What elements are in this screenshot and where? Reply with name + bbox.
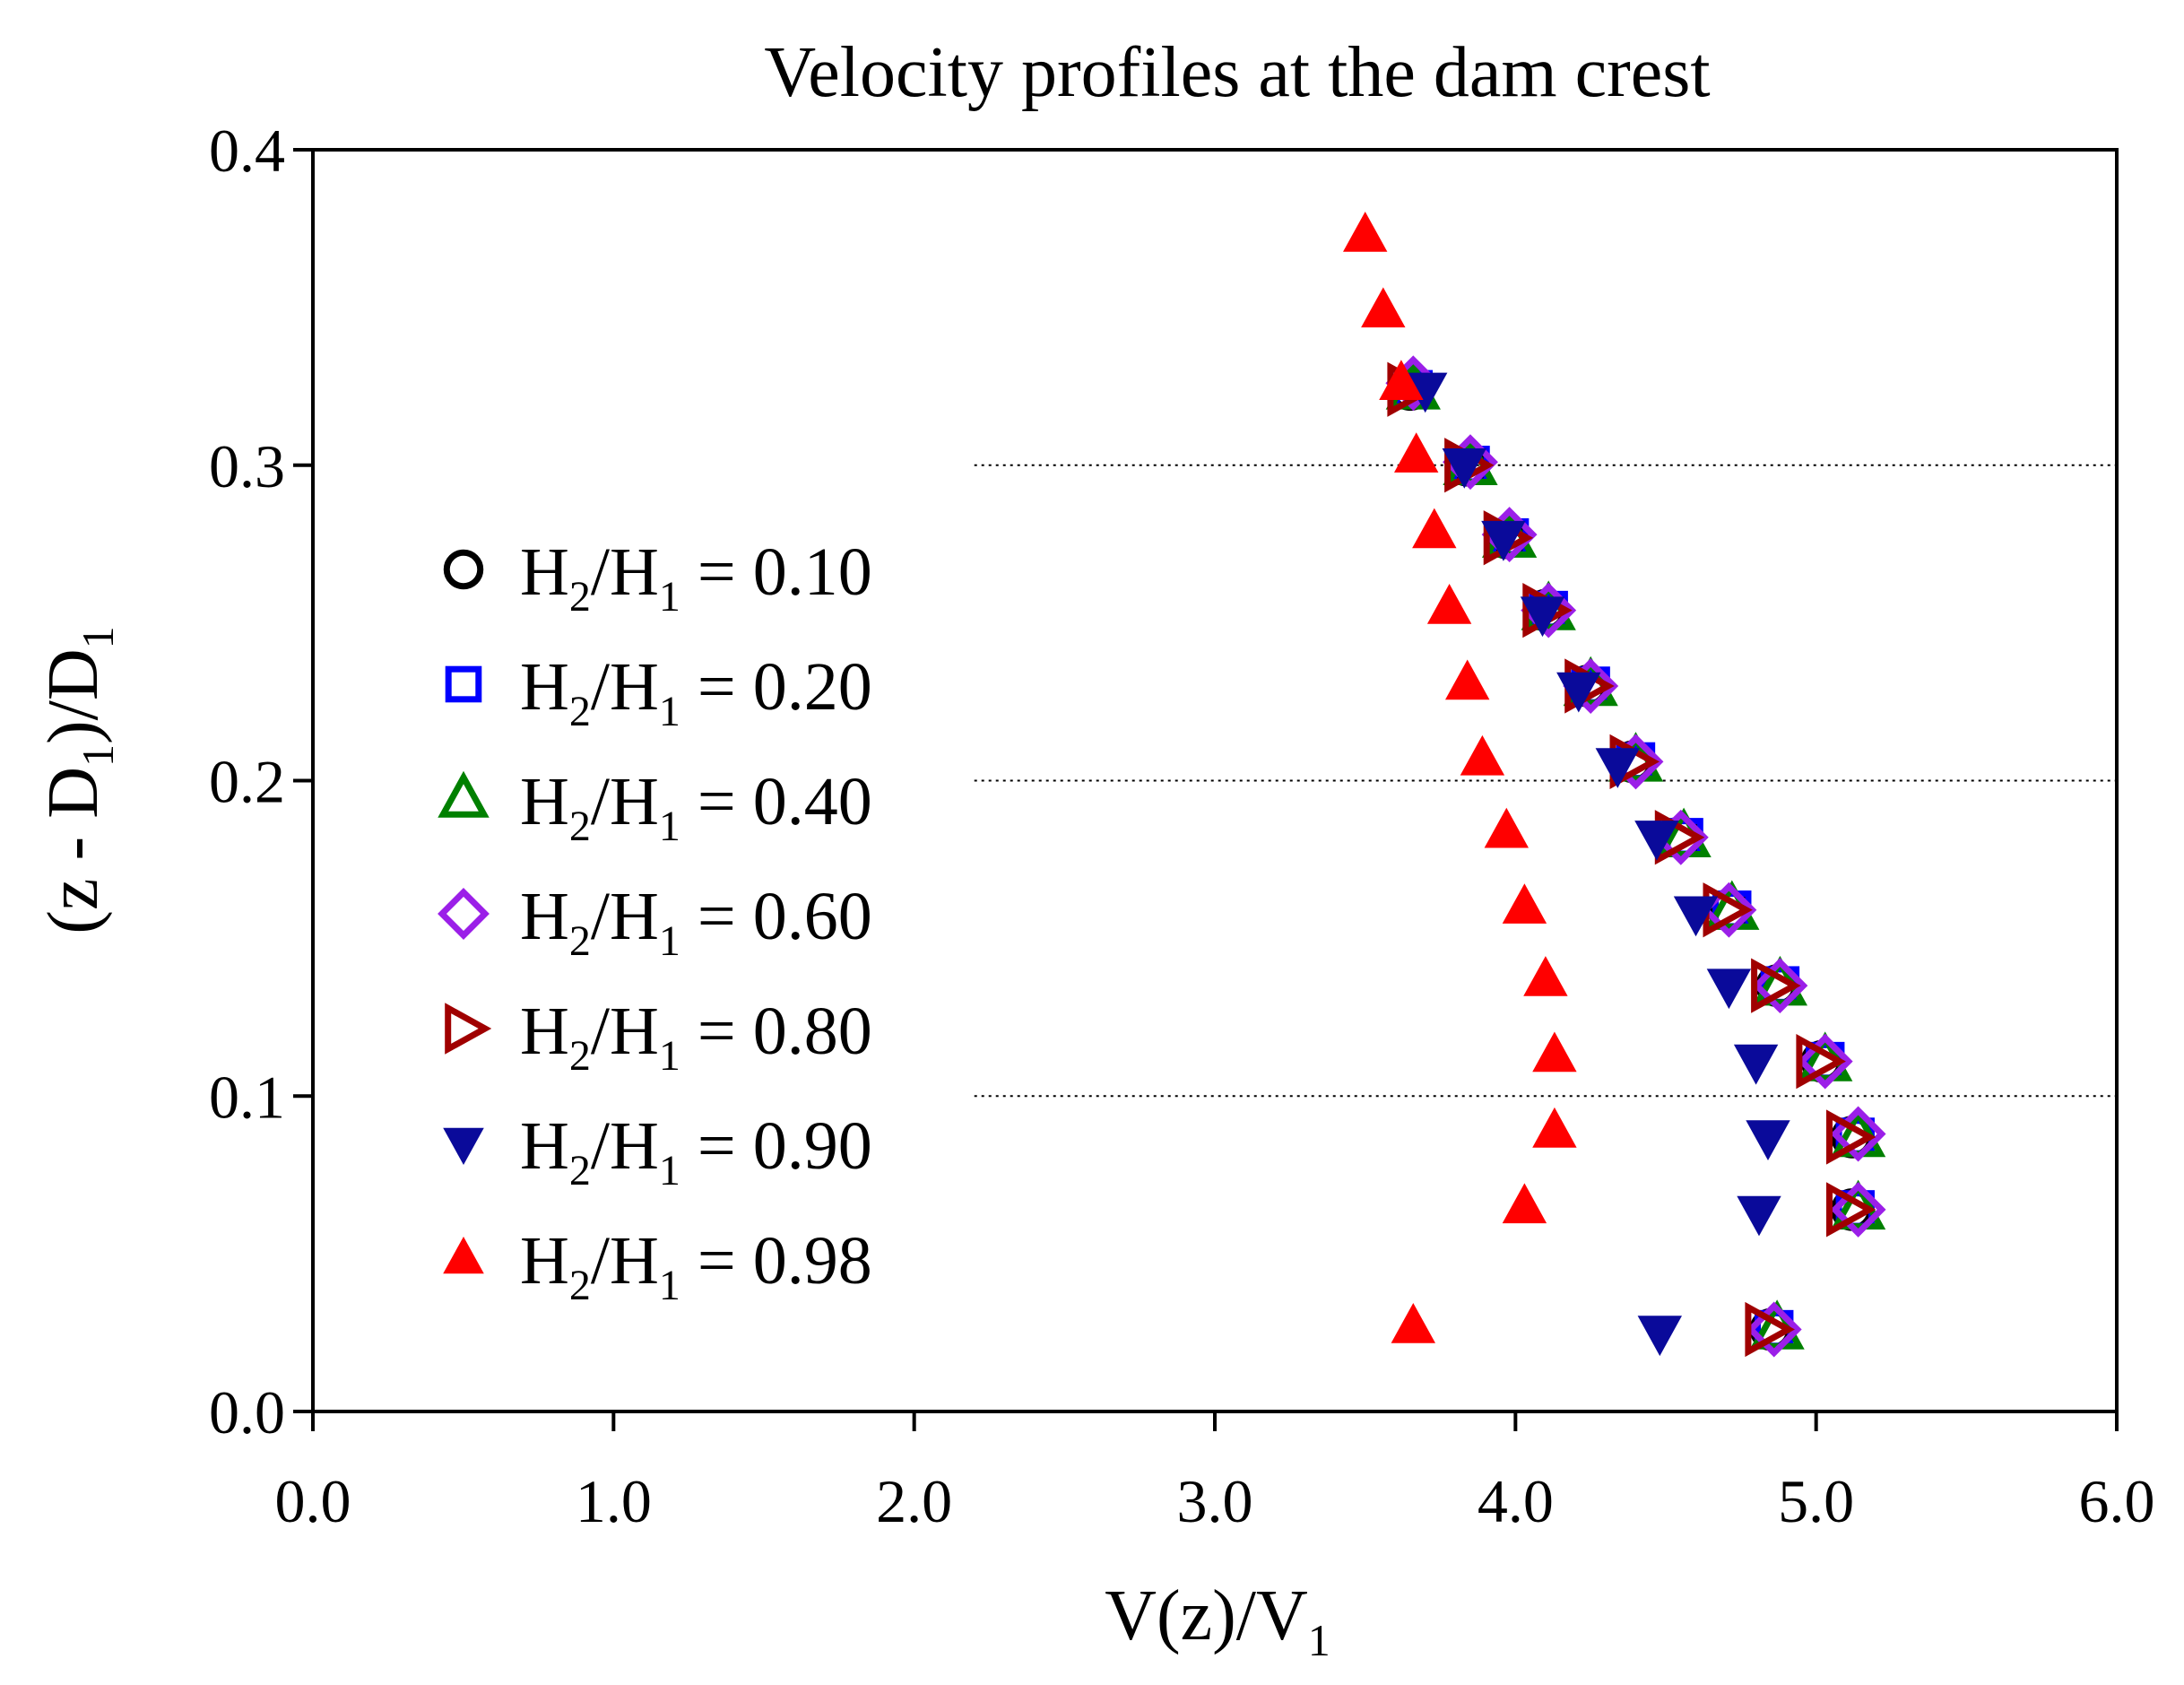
legend-item-0.10: H2/H1 = 0.10: [443, 534, 872, 621]
y-axis-label-part2: )/D: [34, 648, 113, 744]
x-tick-label: 5.0: [1778, 1467, 1854, 1535]
legend-marker: [443, 549, 484, 590]
legend-marker: [438, 770, 490, 818]
legend-label: H2/H1 = 0.10: [520, 534, 872, 621]
x-axis-label-subscript: 1: [1308, 1615, 1330, 1665]
chart-title: Velocity profiles at the dam crest: [764, 33, 1710, 112]
x-tick-label: 3.0: [1177, 1467, 1253, 1535]
data-point: [1830, 1181, 1886, 1238]
data-point: [1752, 958, 1808, 1014]
legend-label: H2/H1 = 0.40: [520, 764, 872, 850]
data-point: [1737, 1195, 1781, 1237]
legend-item-0.60: H2/H1 = 0.60: [438, 879, 872, 965]
data-point: [1484, 807, 1529, 848]
data-point: [1706, 968, 1752, 1010]
legend-item-0.90: H2/H1 = 0.90: [443, 1108, 872, 1194]
data-point: [1481, 520, 1526, 561]
data-point: [1412, 508, 1457, 549]
data-point: [1637, 1316, 1682, 1357]
data-point: [1460, 734, 1505, 776]
x-tick-label: 2.0: [876, 1467, 952, 1535]
legend-marker: [443, 1237, 484, 1274]
y-tick-label: 0.0: [209, 1378, 285, 1446]
data-point: [1751, 958, 1801, 1013]
legend-item-0.40: H2/H1 = 0.40: [438, 764, 872, 850]
series-0.40: [1385, 360, 1886, 1350]
data-point: [1391, 1303, 1435, 1343]
legend-marker: [445, 1003, 492, 1055]
legend: H2/H1 = 0.10 H2/H1 = 0.20 H2/H1 = 0.40 H2/H…: [438, 534, 872, 1309]
data-point: [1556, 672, 1601, 713]
data-point: [1532, 1031, 1577, 1073]
data-point: [1830, 1106, 1886, 1162]
y-axis-label-sub2: 1: [73, 626, 123, 648]
data-point: [1595, 748, 1640, 788]
legend-marker: [443, 1127, 484, 1165]
y-tick-label: 0.3: [209, 432, 285, 500]
legend-label: H2/H1 = 0.20: [520, 649, 872, 735]
data-point: [1523, 956, 1568, 996]
data-point: [1361, 287, 1406, 328]
legend-marker: [438, 888, 490, 940]
data-point: [1442, 448, 1486, 489]
series-0.90: [1403, 372, 1790, 1357]
legend-marker: [445, 665, 482, 703]
data-point: [1343, 212, 1388, 252]
data-point: [1796, 1033, 1846, 1090]
legend-item-0.98: H2/H1 = 0.98: [443, 1223, 872, 1309]
legend-item-0.20: H2/H1 = 0.20: [445, 649, 872, 735]
legend-label: H2/H1 = 0.60: [520, 879, 872, 965]
x-tick-label: 1.0: [576, 1467, 652, 1535]
data-point: [1797, 1033, 1853, 1090]
legend-label: H2/H1 = 0.98: [520, 1223, 872, 1309]
series-0.20: [1393, 369, 1875, 1350]
reference-lines: [974, 464, 2117, 1098]
y-axis-label: (z - D1)/D1: [34, 626, 123, 934]
legend-label: H2/H1 = 0.80: [520, 994, 872, 1080]
y-axis-label-sub1: 1: [73, 744, 123, 767]
data-point: [1746, 1301, 1802, 1358]
data-point: [1673, 896, 1719, 937]
series-0.98: [1343, 212, 1577, 1343]
x-axis-label-main: V(z)/V: [1105, 1576, 1308, 1655]
data-point: [1826, 1182, 1876, 1238]
series-0.10: [1389, 368, 1874, 1351]
data-point: [1520, 596, 1565, 638]
legend-label: H2/H1 = 0.90: [520, 1108, 872, 1194]
axis-ticks: 0.0 1.0 2.0 3.0 4.0 5.0 6.0 0.0 0.1 0.2 0.3 0.4: [209, 117, 2155, 1535]
legend-item-0.80: H2/H1 = 0.80: [445, 994, 872, 1080]
data-points: [1343, 212, 1886, 1358]
data-point: [1403, 372, 1448, 413]
data-point: [1532, 1107, 1577, 1148]
x-tick-label: 4.0: [1478, 1467, 1554, 1535]
data-point: [1426, 584, 1472, 624]
data-point: [1445, 659, 1490, 700]
y-tick-label: 0.4: [209, 117, 285, 185]
data-point: [1826, 1109, 1876, 1165]
data-point: [1733, 1044, 1779, 1085]
x-tick-label: 6.0: [2079, 1467, 2155, 1535]
data-point: [1502, 883, 1547, 924]
data-point: [1394, 432, 1439, 473]
data-point: [1746, 1120, 1790, 1160]
data-point: [1379, 360, 1424, 400]
y-axis-label-part1: (z - D: [34, 767, 113, 934]
series-0.80: [1387, 361, 1876, 1358]
data-point: [1745, 1301, 1795, 1358]
data-point: [1502, 1183, 1547, 1224]
y-tick-label: 0.2: [209, 748, 285, 816]
y-tick-label: 0.1: [209, 1063, 285, 1131]
x-axis-label: V(z)/V1: [1105, 1576, 1330, 1665]
x-tick-label: 0.0: [275, 1467, 351, 1535]
data-point: [1634, 821, 1679, 861]
series-0.60: [1385, 355, 1886, 1358]
